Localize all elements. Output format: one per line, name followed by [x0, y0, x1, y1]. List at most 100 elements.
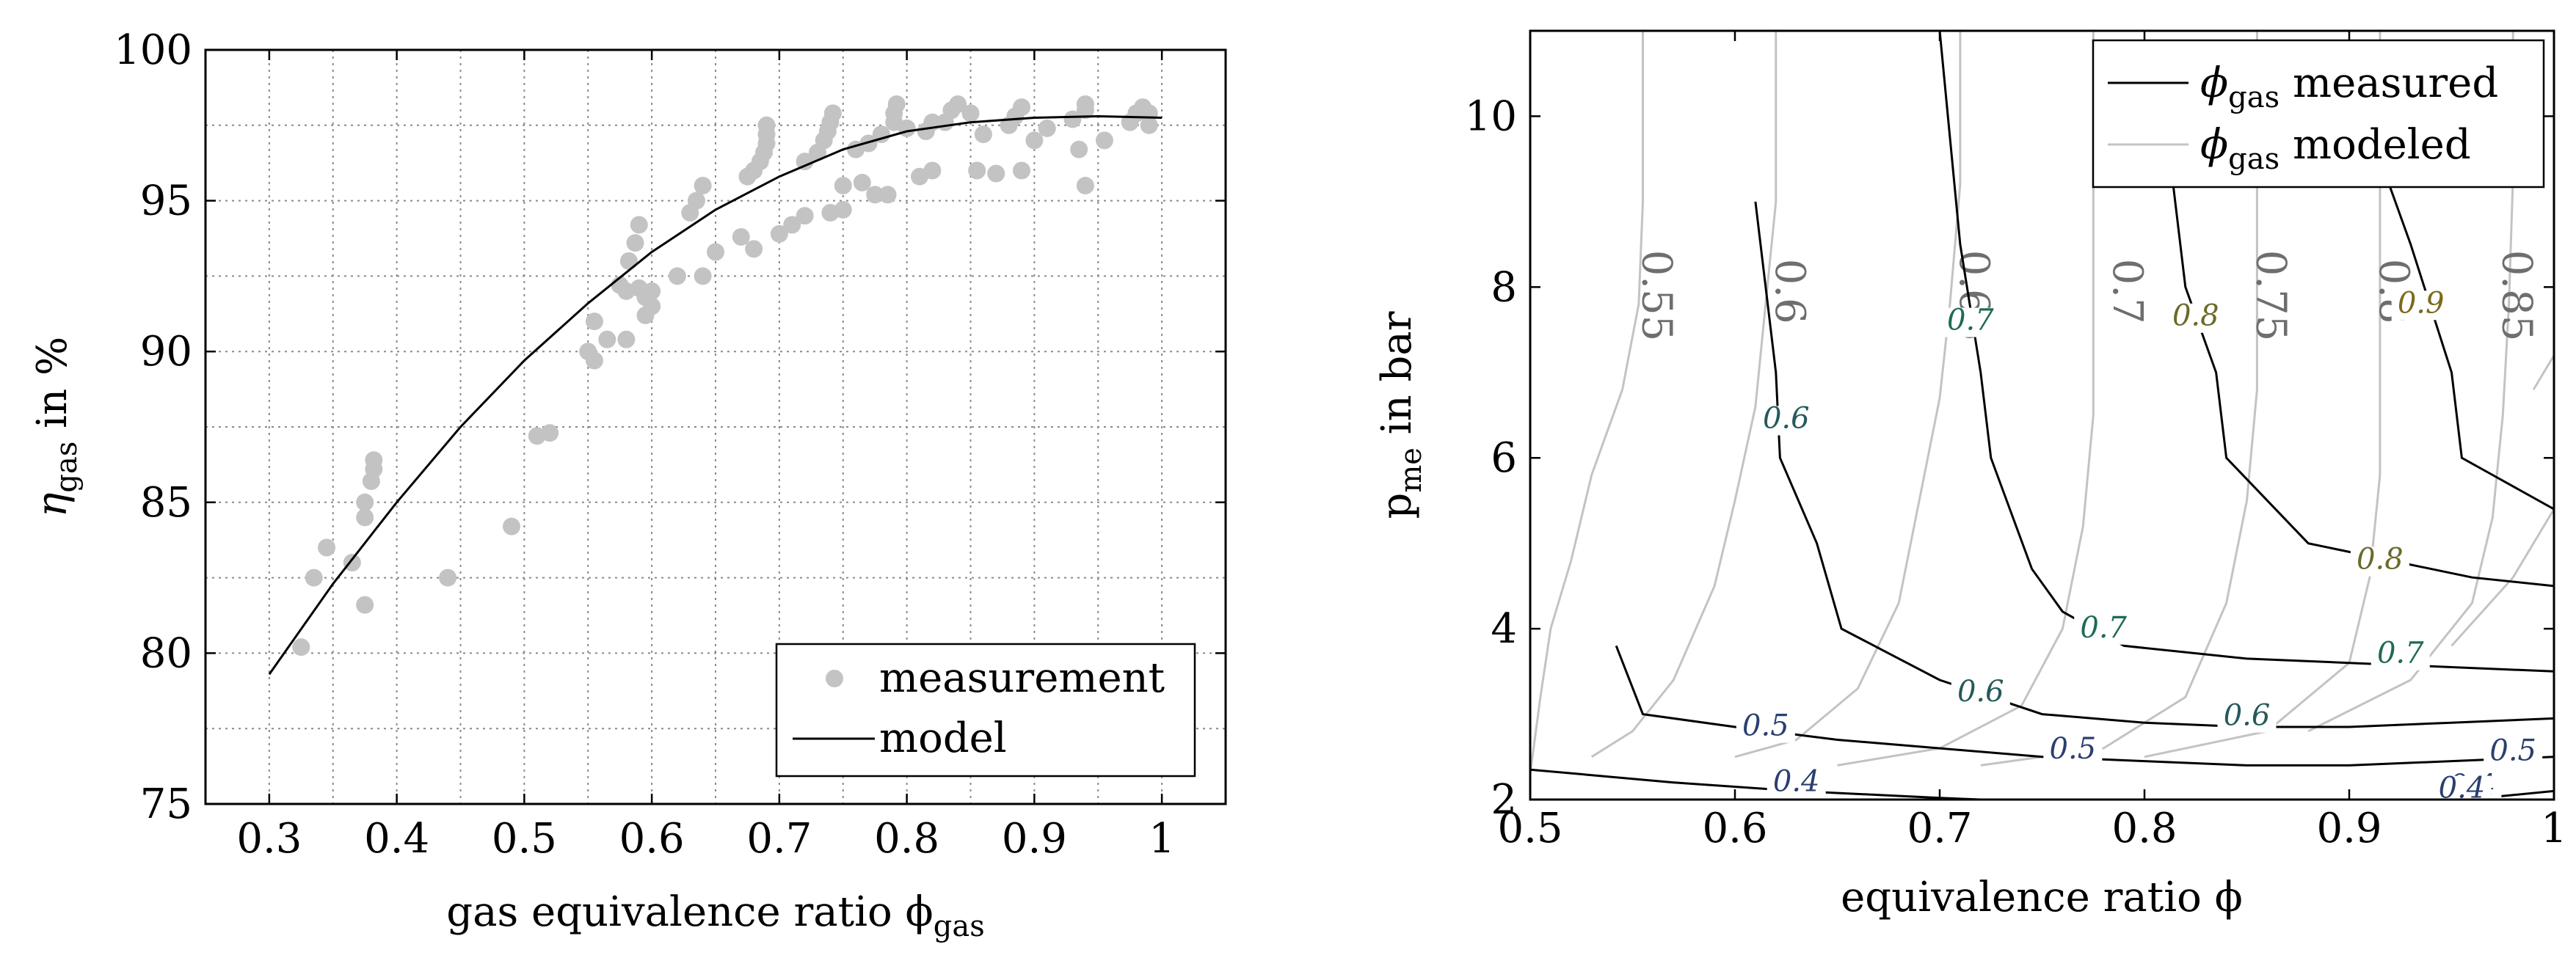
left-y-tick-label: 100 — [114, 26, 192, 74]
measurement-point — [439, 568, 457, 587]
measurement-point — [318, 538, 336, 557]
modeled-contour-label: 0.55 — [1632, 250, 1680, 342]
left-x-tick-label: 1 — [1149, 815, 1175, 863]
modeled-contour-0.75 — [1980, 31, 2258, 767]
measurement-point — [619, 252, 638, 270]
left-legend: measurement model — [775, 643, 1196, 778]
measured-contour-label: 0.6 — [2224, 699, 2271, 733]
measurement-point — [968, 161, 986, 180]
measured-contour-label: 0.6 — [1763, 401, 1810, 435]
measured-contour-0.5 — [1615, 645, 2554, 767]
legend-modeled-label: ϕgas modeled — [2200, 121, 2471, 176]
left-x-tick-label: 0.9 — [1002, 815, 1067, 863]
measured-contour-label: 0.6 — [1957, 675, 2004, 709]
right-ticks: 0.5 0.6 0.7 0.8 0.9 1 2 4 6 8 10 — [1465, 31, 2567, 852]
measured-contour-label-bg — [1736, 713, 1795, 743]
measurement-point — [356, 596, 374, 614]
right-y-tick-label: 10 — [1465, 92, 1517, 140]
right-y-tick-label: 4 — [1491, 605, 1517, 653]
measurement-point — [796, 153, 814, 171]
modeled-contour-0.55 — [1530, 31, 1644, 775]
right-x-tick-label: 0.6 — [1702, 805, 1767, 852]
measured-contour-label-bg — [2484, 738, 2543, 768]
right-x-tick-label: 0.9 — [2316, 805, 2382, 852]
measurement-point — [503, 517, 520, 535]
measurement-point — [668, 267, 686, 285]
measurement-point — [292, 638, 310, 657]
left-x-tick-label: 0.5 — [492, 815, 557, 863]
left-y-tick-label: 80 — [140, 629, 192, 677]
measured-contour-label-bg — [1767, 769, 1826, 799]
measured-contour-labels: 0.40.40.50.50.50.60.60.60.70.70.70.80.80… — [1736, 286, 2543, 805]
measurement-point — [853, 173, 871, 191]
measurement-point — [356, 508, 374, 527]
measurement-point — [1140, 116, 1158, 134]
measurement-point — [541, 424, 559, 442]
measurement-point — [1076, 177, 1094, 195]
measurement-point — [770, 224, 788, 243]
measured-contour-0.9 — [2348, 73, 2554, 511]
measured-contour-label: 0.7 — [1947, 304, 1994, 337]
measurement-point — [823, 104, 842, 123]
measurement-point — [694, 177, 712, 195]
modeled-contour-label: 0.75 — [2246, 250, 2294, 342]
measurement-point — [834, 177, 852, 195]
measured-contour-label-bg — [2391, 290, 2451, 321]
left-y-tick-label: 85 — [140, 479, 192, 527]
left-axes-frame — [204, 48, 1227, 805]
measured-contour-0.4 — [1530, 768, 1981, 800]
modeled-contour-0.7 — [1837, 31, 2095, 767]
measured-contour-label: 0.4 — [2439, 772, 2486, 805]
right-x-tick-label: 0.5 — [1497, 805, 1562, 852]
measured-contour-label: 0.7 — [2080, 611, 2127, 645]
right-x-tick-label: 0.8 — [2111, 805, 2177, 852]
measured-contour-label: 0.5 — [1742, 709, 1789, 743]
right-y-tick-label: 8 — [1491, 263, 1517, 311]
right-axes-frame — [1529, 29, 2555, 801]
measurement-point — [1063, 110, 1082, 128]
measured-contour-label: 0.7 — [2377, 637, 2424, 670]
left-x-tick-label: 0.4 — [364, 815, 429, 863]
modeled-contours — [1530, 31, 2554, 775]
measurement-point — [1038, 119, 1056, 137]
measured-contour-label-bg — [2350, 546, 2409, 577]
modeled-contour-0.9 — [2451, 508, 2554, 647]
measurement-point — [796, 207, 814, 225]
measured-contour-label: 0.8 — [2357, 543, 2404, 577]
left-chart: 0.3 0.4 0.5 0.6 0.7 0.8 0.9 1 75 80 85 90 95 100 gas … — [29, 26, 1227, 943]
measurement-point — [707, 243, 724, 261]
modeled-contour-0.6 — [1590, 31, 1778, 758]
right-x-axis-label: equivalence ratio ϕ — [1841, 874, 2243, 921]
measurement-point — [1013, 161, 1030, 180]
right-legend-box — [2092, 39, 2545, 189]
measurement-point — [585, 312, 603, 331]
left-legend-box — [775, 643, 1196, 778]
measurement-point — [974, 125, 992, 144]
right-chart: 0.550.60.650.70.750.80.850.90.95 0.40.40… — [1373, 29, 2567, 921]
measurement-point — [923, 161, 942, 180]
measurement-point — [1095, 131, 1113, 150]
measurement-point — [643, 282, 661, 300]
model-line — [268, 114, 1163, 676]
right-y-tick-label: 2 — [1491, 776, 1517, 824]
measurement-point — [585, 351, 603, 370]
measurement-point — [961, 104, 980, 123]
measurement-point — [343, 554, 361, 572]
measurement-point — [878, 186, 897, 204]
measured-contour-label-bg — [1951, 679, 2010, 709]
measurement-point — [305, 568, 323, 587]
measurement-point — [643, 297, 661, 315]
measurement-point — [687, 191, 705, 210]
left-y-tick-label: 95 — [140, 178, 192, 225]
measured-contour-label-bg — [2166, 303, 2225, 333]
left-x-tick-label: 0.7 — [746, 815, 812, 863]
modeled-contour-0.8 — [2144, 31, 2382, 758]
measured-contour-label-bg — [2432, 775, 2492, 800]
modeled-contour-0.95 — [2532, 354, 2554, 390]
right-y-tick-label: 6 — [1491, 434, 1517, 482]
right-x-tick-label: 1 — [2541, 805, 2567, 852]
left-x-tick-label: 0.6 — [619, 815, 685, 863]
measurement-point — [617, 330, 636, 348]
measurement-point — [745, 240, 763, 258]
